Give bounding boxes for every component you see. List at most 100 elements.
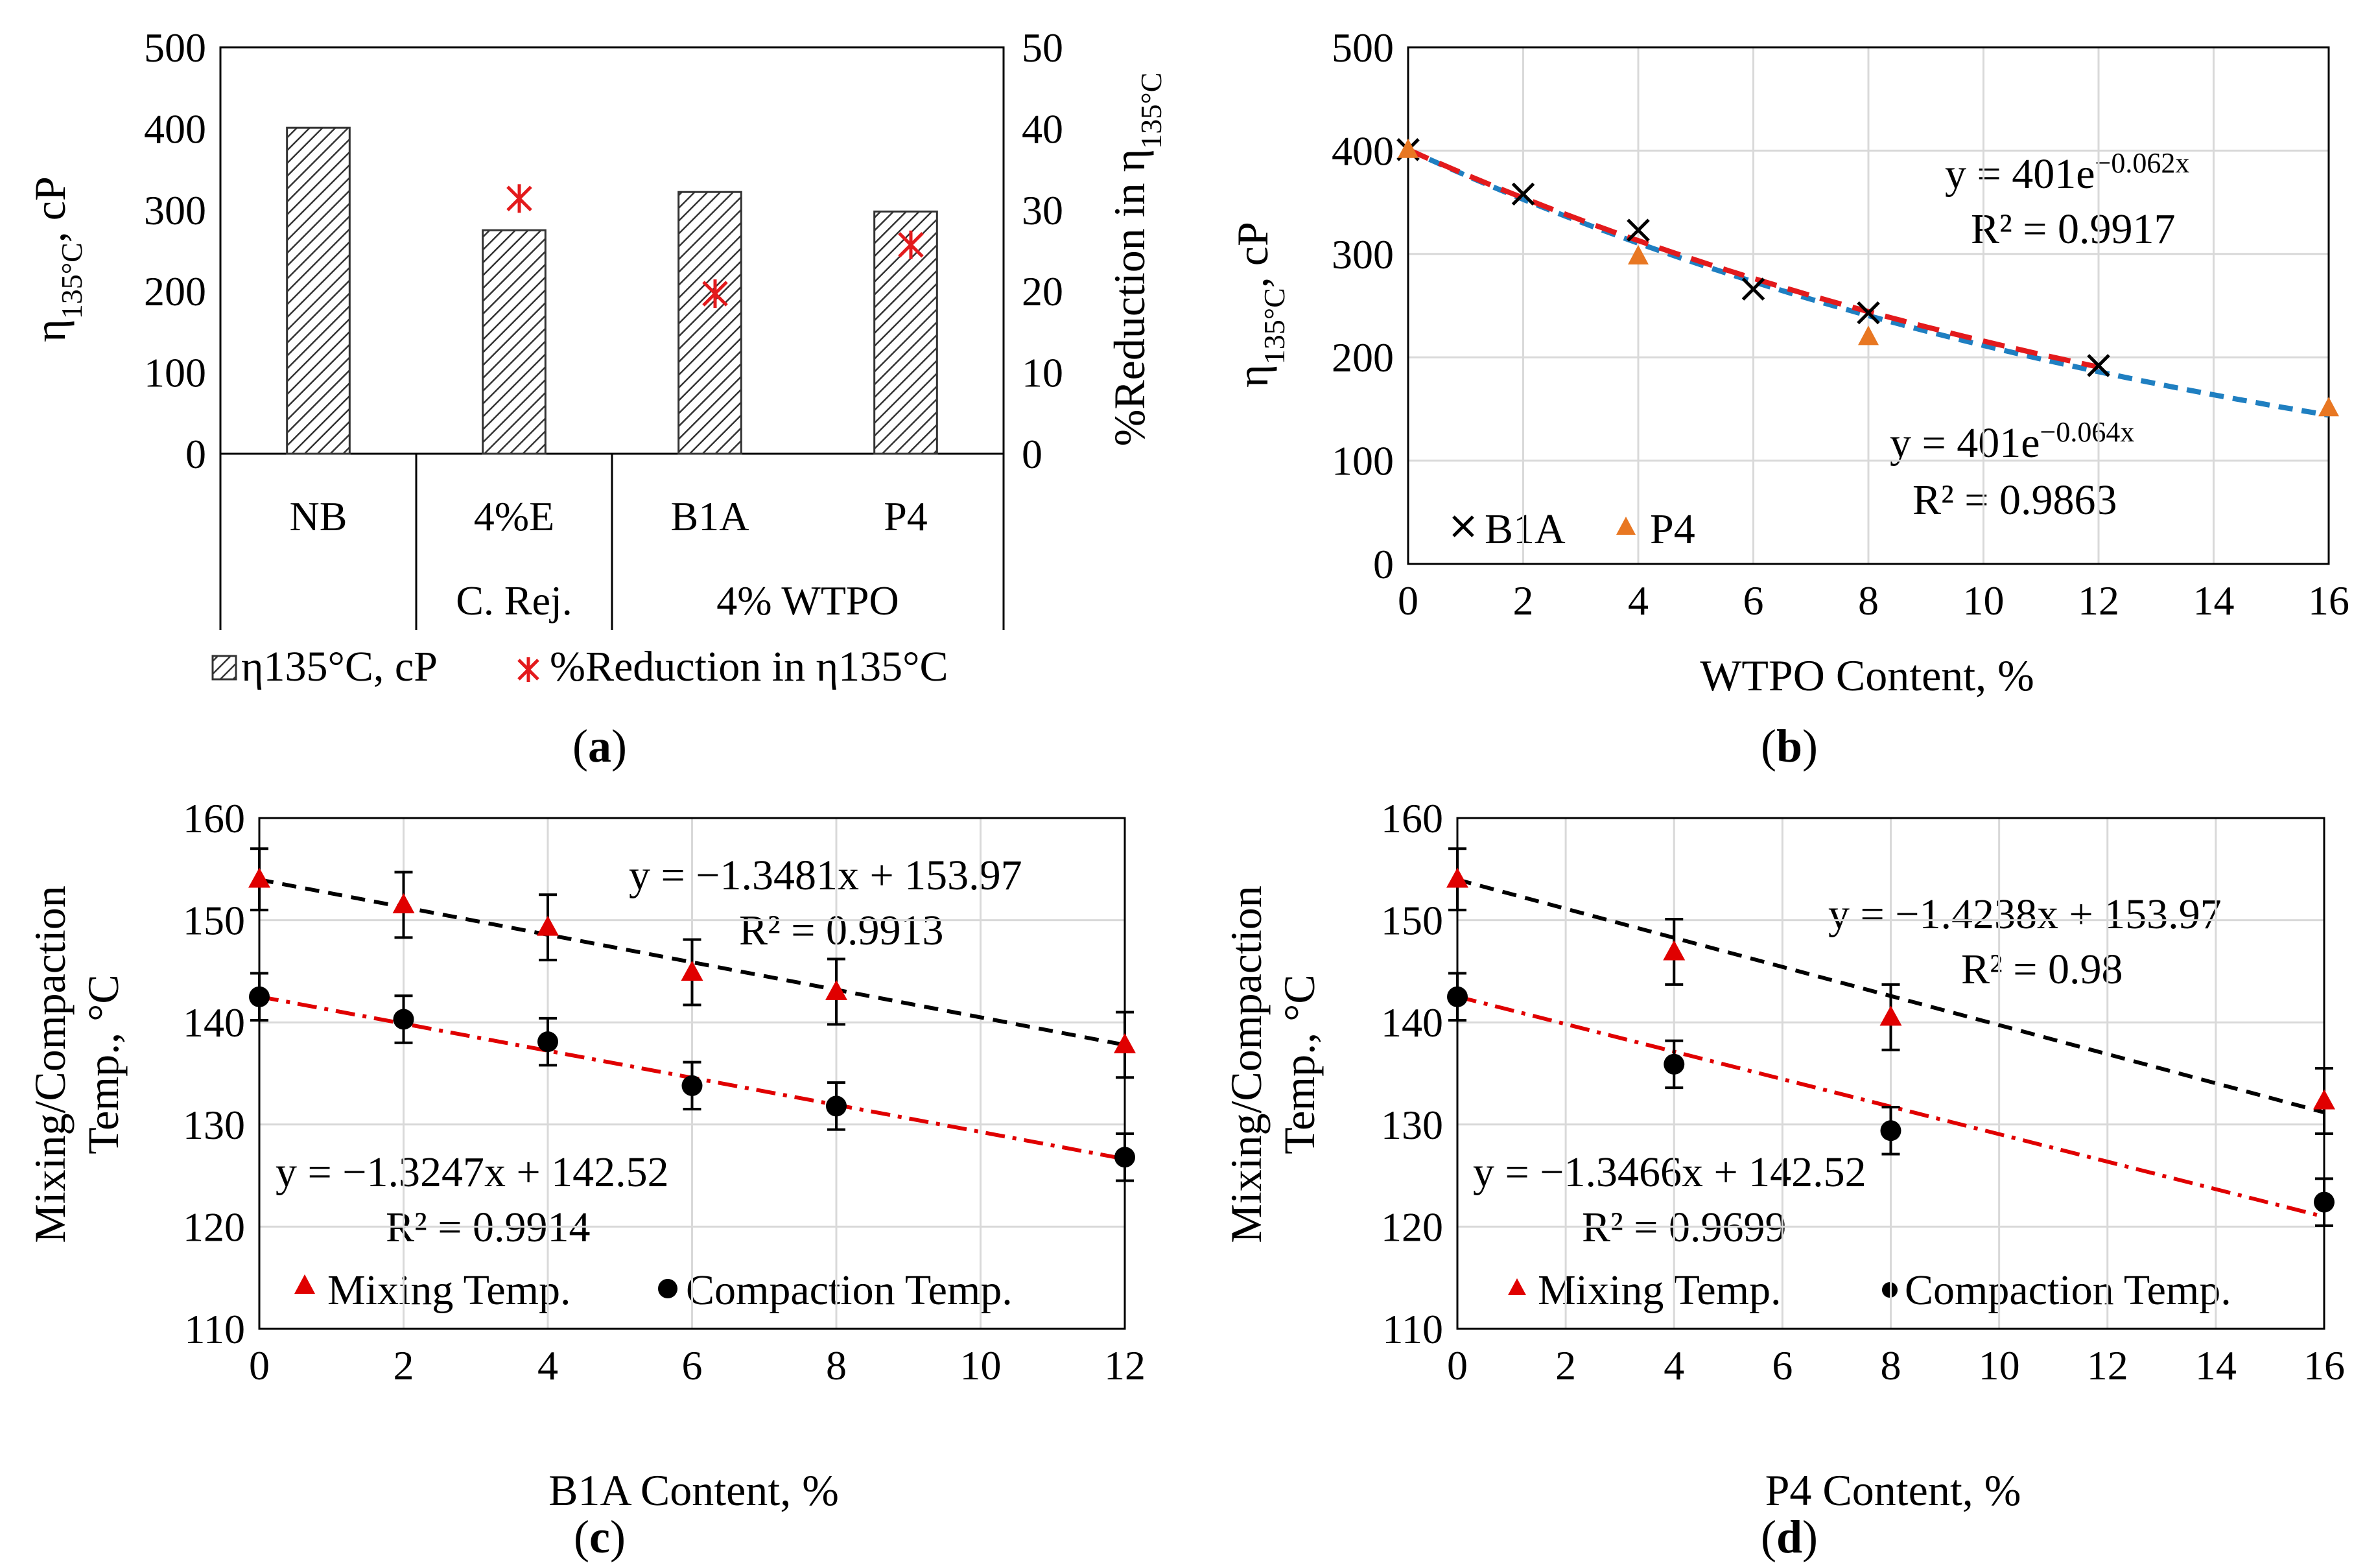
a-y-tick-label-5: 500	[144, 25, 206, 71]
c-x-tick-label-1: 2	[394, 1342, 414, 1388]
a-y-axis-label-sub: 135°C	[55, 242, 88, 319]
c-point-compaction-4	[826, 1095, 847, 1117]
c-legend-mixing-swatch	[294, 1274, 315, 1294]
b-legend-b1a-label: B1A	[1485, 506, 1566, 553]
a-legend-marker-label: %Reduction in η135°C	[550, 643, 948, 690]
b-point-p4-2	[1858, 325, 1879, 345]
b-point-b1a-1-stroke2	[1511, 182, 1535, 206]
d-x-tick-label-8: 16	[2303, 1342, 2345, 1388]
d-x-axis-label: P4 Content, %	[1765, 1466, 2021, 1515]
d-y-tick-label-4: 150	[1381, 898, 1443, 944]
b-x-tick-label-7: 14	[2193, 578, 2235, 624]
a-legend-bar-swatch	[211, 655, 237, 681]
d-fit-equation-mixing: y = −1.4238x + 153.97	[1828, 891, 2222, 938]
a-y-axis-label: η135°C, cP	[25, 176, 88, 342]
a-y-axis-label-tail: , cP	[25, 176, 75, 242]
a-y-axis-label-main: η	[25, 319, 75, 342]
a-bar-0	[286, 126, 351, 455]
chart-c: Mixing/Compaction Temp., °C B1A Content,…	[25, 795, 1146, 1563]
c-point-compaction-5	[1114, 1147, 1135, 1168]
b-point-b1a-4	[1857, 301, 1880, 325]
c-point-compaction-1	[393, 1009, 414, 1030]
b-x-tick-label-5: 10	[1963, 578, 2005, 624]
a-x-category-label-3: P4	[884, 493, 928, 539]
a-y-tick-label-4: 400	[144, 106, 206, 152]
a-y2-tick-label-4: 40	[1022, 106, 1063, 152]
b-y-tick-label-0: 0	[1373, 541, 1394, 587]
c-point-compaction-2	[537, 1031, 558, 1053]
b-x-tick-label-1: 2	[1513, 578, 1534, 624]
b-fit-equation-b1a-exp: −0.062x	[2095, 147, 2190, 179]
a-y2-tick-label-5: 50	[1022, 25, 1063, 71]
b-x-axis-label: WTPO Content, %	[1700, 651, 2034, 700]
c-x-tick-label-3: 6	[682, 1342, 703, 1388]
a-legend: η135°C, cP %Reduction in η135°C	[211, 643, 948, 690]
d-fit-r2-mixing: R² = 0.98	[1961, 946, 2123, 993]
b-legend-b1a-swatch	[1452, 515, 1474, 537]
b-fit-line-p4	[1407, 147, 2329, 418]
c-fit-r2-mixing: R² = 0.9913	[739, 907, 944, 954]
d-point-compaction-1	[1664, 1053, 1685, 1075]
b-x-tick-label-6: 12	[2078, 578, 2119, 624]
panel-label-c: (c)	[574, 1511, 626, 1563]
c-x-tick-label-5: 10	[960, 1342, 1002, 1388]
d-y-tick-label-0: 110	[1382, 1306, 1443, 1352]
b-point-b1a-2	[1627, 218, 1650, 242]
d-point-mixing-0	[1446, 867, 1468, 888]
d-point-compaction-3	[2314, 1191, 2335, 1213]
c-legend-compaction-label: Compaction Temp.	[686, 1267, 1013, 1314]
b-point-b1a-4-stroke2	[1857, 301, 1880, 325]
a-y2-axis-label: %Reduction in η135°C	[1105, 73, 1168, 447]
d-legend-compaction-label: Compaction Temp.	[1905, 1267, 2231, 1314]
b-fit-r2-b1a: R² = 0.9917	[1971, 205, 2176, 253]
b-x-tick-label-3: 6	[1743, 578, 1764, 624]
a-y2-tick-label-1: 10	[1022, 350, 1063, 396]
b-y-tick-label-4: 400	[1332, 128, 1394, 174]
b-x-tick-label-2: 4	[1628, 578, 1649, 624]
a-y-tick-label-3: 300	[144, 187, 206, 233]
b-point-p4-3	[2318, 397, 2339, 417]
b-fit-equation-p4-exp: −0.064x	[2040, 416, 2135, 448]
c-fit-equation-compaction: y = −1.3247x + 142.52	[276, 1149, 669, 1196]
d-fit-equation-compaction: y = −1.3466x + 142.52	[1473, 1149, 1866, 1196]
d-x-tick-label-7: 14	[2195, 1342, 2237, 1388]
c-point-mixing-4	[825, 979, 847, 1000]
d-point-mixing-3	[2313, 1089, 2335, 1110]
b-point-b1a-3-stroke2	[1741, 277, 1765, 301]
b-y-axis-label-sub: 135°C	[1258, 288, 1291, 364]
a-y-tick-label-0: 0	[185, 431, 206, 477]
b-y-tick-label-1: 100	[1332, 438, 1394, 484]
d-y-tick-label-5: 160	[1381, 795, 1443, 841]
a-legend-marker-swatch	[517, 657, 539, 682]
d-y-tick-label-2: 130	[1381, 1102, 1443, 1148]
d-point-compaction-0	[1447, 986, 1468, 1007]
a-x-category-label-1: 4%E	[474, 493, 554, 539]
a-bar-1	[482, 229, 547, 455]
d-x-tick-label-3: 6	[1772, 1342, 1793, 1388]
c-point-mixing-1	[392, 893, 415, 913]
a-y-tick-label-2: 200	[144, 268, 206, 314]
d-legend-mixing-label: Mixing Temp.	[1538, 1267, 1782, 1314]
d-y-tick-label-1: 120	[1381, 1204, 1443, 1250]
b-x-tick-label-8: 16	[2308, 578, 2349, 624]
a-reduction-marker-2	[702, 279, 728, 308]
c-point-mixing-3	[681, 960, 703, 981]
b-plot-frame	[1407, 46, 2330, 565]
d-y-axis-label-line2: Temp., °C	[1275, 974, 1324, 1154]
b-x-tick-label-4: 8	[1858, 578, 1879, 624]
a-group-label-1: C. Rej.	[456, 578, 572, 624]
b-fit-equation-p4: y = 401e−0.064x	[1890, 416, 2134, 467]
panel-label-b: (b)	[1761, 720, 1818, 772]
chart-b: η135°C, cP WTPO Content, % y = 401e−0.06…	[1228, 25, 2349, 772]
c-point-compaction-3	[681, 1075, 703, 1096]
a-y2-tick-label-2: 20	[1022, 268, 1063, 314]
b-y-axis-label-main: η	[1228, 364, 1277, 388]
b-point-b1a-3	[1741, 277, 1765, 301]
b-point-p4-1	[1628, 244, 1649, 264]
b-fit-r2-p4: R² = 0.9863	[1912, 476, 2117, 524]
a-y2-axis-label-main: %Reduction in η	[1105, 149, 1154, 447]
c-y-tick-label-2: 130	[183, 1102, 245, 1148]
a-group-label-2: 4% WTPO	[716, 578, 899, 624]
b-point-p4-0	[1398, 138, 1418, 158]
